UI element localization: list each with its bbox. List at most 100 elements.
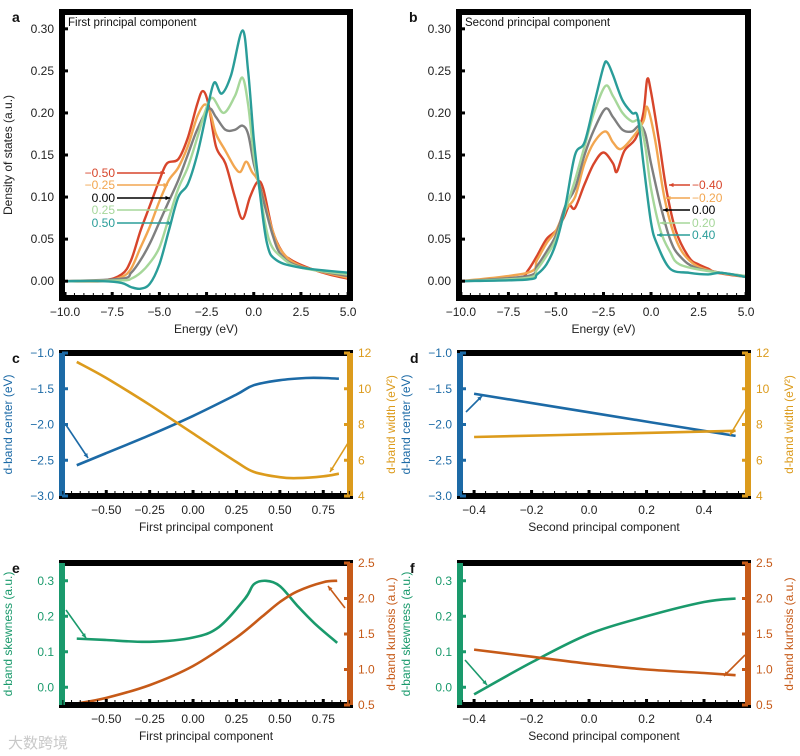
x-tick-label: 0.2 (638, 712, 655, 726)
y-tick-label: 0.15 (31, 148, 55, 162)
x-axis-title: Energy (eV) (174, 322, 238, 336)
x-tick-label: 0.0 (581, 503, 598, 517)
series-line-e-1 (76, 579, 338, 705)
panel-label: b (409, 9, 418, 25)
y2-tick-label: 1.5 (756, 627, 773, 641)
panel-a: −10.0 −7.5 −5.0 −2.5 0.0 2.5 5.0 0.00 0.05 0.10 0.… (1, 9, 357, 336)
x-tick-label: 0.75 (312, 503, 336, 517)
x-tick-label: −0.50 (91, 503, 122, 517)
axis-pointer-arrow (329, 442, 349, 473)
axis-pointer-arrow-head (330, 467, 335, 472)
axis-pointer-arrow-head (730, 430, 735, 435)
annotation-arrow-head (660, 220, 665, 226)
x-tick-label: −10.0 (446, 305, 477, 319)
x-tick-label: −0.50 (91, 712, 122, 726)
y2-tick-label: 2.5 (358, 556, 375, 570)
y-tick-label: 0.00 (31, 274, 55, 288)
axis-pointer-arrow (327, 585, 346, 609)
y-tick-label: 0.3 (37, 574, 54, 588)
panel-title: First principal component (68, 17, 197, 29)
y2-tick-label: 12 (756, 346, 770, 360)
y-tick-label: 0.0 (37, 680, 54, 694)
y2-tick-label: 10 (358, 382, 372, 396)
series-annotation-label: −0.20 (692, 191, 723, 205)
y2-tick-label: 4 (756, 489, 763, 503)
panel-e: −0.50 −0.25 0.00 0.25 0.50 0.75 0.0 0.1 0.2 0.3 0.… (1, 556, 398, 743)
y2-tick-label: 0.5 (358, 698, 375, 712)
x-tick-label: −0.4 (462, 712, 486, 726)
series-annotation-label: −0.40 (692, 178, 723, 192)
x-axis-title: Energy (eV) (571, 322, 635, 336)
x-tick-label: 0.4 (696, 503, 713, 517)
series-annotation-label: 0.00 (92, 191, 116, 205)
y-tick-label: 0.30 (31, 22, 55, 36)
y-tick-label: 0.25 (31, 64, 55, 78)
y-tick-label: −1.0 (30, 346, 54, 360)
panel-label: a (12, 9, 20, 25)
annotation-arrow-head (669, 182, 674, 188)
x-tick-label: 0.0 (245, 305, 262, 319)
x-tick-label: −0.25 (134, 503, 165, 517)
y-tick-label: −1.5 (30, 382, 54, 396)
series-annotation-label: 0.40 (692, 228, 716, 242)
x-tick-label: 5.0 (340, 305, 357, 319)
annotation-arrow-head (167, 220, 172, 226)
x-tick-label: −5.0 (544, 305, 568, 319)
y2-tick-label: 2.0 (358, 592, 375, 606)
y2-tick-label: 8 (358, 418, 365, 432)
y-tick-label: 0.1 (37, 645, 54, 659)
y-tick-label: 0.10 (428, 190, 452, 204)
panel-b: −10.0 −7.5 −5.0 −2.5 0.0 2.5 5.0 0.00 0.05 0.10 0.… (409, 9, 755, 336)
series-line-b-3 (460, 84, 747, 283)
y2-tick-label: 1.5 (358, 627, 375, 641)
y-tick-label: 0.2 (37, 609, 54, 623)
axis-pointer-arrow (729, 404, 749, 436)
x-tick-label: −0.2 (520, 503, 544, 517)
plot-area (460, 353, 748, 496)
axis-pointer-arrow (65, 609, 87, 639)
y2-tick-label: 12 (358, 346, 372, 360)
x-tick-label: 2.5 (293, 305, 310, 319)
annotation-arrow-head (663, 207, 668, 213)
plot-area (460, 563, 748, 705)
y-tick-label: −2.0 (428, 418, 452, 432)
series-line-c-0 (76, 376, 339, 467)
y-axis-title: d-band center (eV) (399, 374, 413, 474)
x-tick-label: 0.50 (268, 712, 292, 726)
x-tick-label: 5.0 (738, 305, 755, 319)
y2-tick-label: 1.0 (358, 663, 375, 677)
y2-tick-label: 2.0 (756, 592, 773, 606)
series-line-c-1 (76, 360, 340, 480)
y2-axis-title: d-band kurtosis (a.u.) (384, 577, 398, 690)
x-tick-label: −0.4 (462, 503, 486, 517)
series-line-a-2 (64, 107, 349, 283)
y-tick-label: −2.0 (30, 418, 54, 432)
y-tick-label: −3.0 (428, 489, 452, 503)
series-line-f-1 (473, 648, 736, 677)
panel-label: c (12, 350, 20, 366)
x-tick-label: 0.50 (268, 503, 292, 517)
series-line-a-4 (65, 29, 349, 291)
y-axis-title: d-band skewness (a.u.) (1, 572, 15, 697)
y-axis-title: d-band center (eV) (1, 374, 15, 474)
series-annotation-label: 0.50 (92, 216, 116, 230)
x-axis-title: Second principal component (528, 729, 680, 743)
y-tick-label: 0.25 (428, 64, 452, 78)
y-tick-label: −2.5 (428, 453, 452, 467)
axis-pointer-arrow (65, 424, 89, 459)
panel-c: −0.50 −0.25 0.00 0.25 0.50 0.75 −3.0 −2.5 −2.0 −1… (1, 346, 398, 534)
axis-pointer-arrow-head (724, 671, 729, 676)
series-annotation-label: 0.00 (692, 203, 716, 217)
y2-tick-label: 4 (358, 489, 365, 503)
axis-pointer-arrow-head (328, 586, 333, 591)
series-annotation-label: −0.25 (85, 178, 116, 192)
x-axis-title: First principal component (139, 729, 274, 743)
x-tick-label: −10.0 (50, 305, 81, 319)
x-tick-label: 0.25 (225, 503, 249, 517)
y-tick-label: −3.0 (30, 489, 54, 503)
plot-area (62, 12, 350, 298)
watermark: 大数跨境 (8, 734, 68, 752)
y-tick-label: 0.30 (428, 22, 452, 36)
x-tick-label: 0.0 (643, 305, 660, 319)
x-tick-label: 0.00 (181, 503, 205, 517)
